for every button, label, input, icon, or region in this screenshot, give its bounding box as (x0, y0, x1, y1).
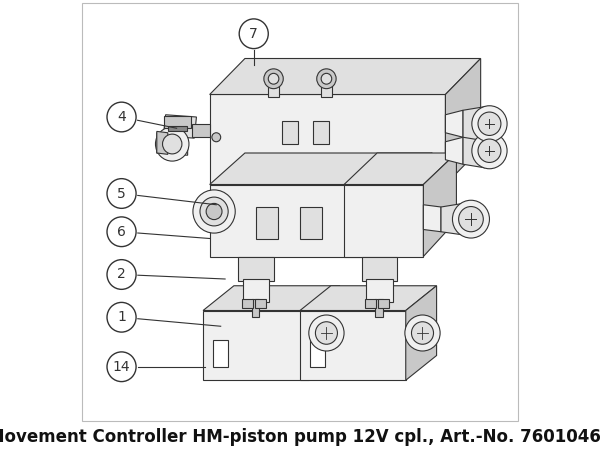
Polygon shape (309, 286, 340, 380)
Bar (209, 94, 445, 184)
Polygon shape (463, 134, 485, 168)
Polygon shape (397, 153, 432, 256)
Bar (379, 299, 389, 308)
Bar (366, 279, 392, 302)
Polygon shape (203, 286, 340, 310)
Polygon shape (209, 58, 481, 94)
Polygon shape (463, 107, 485, 141)
Bar (209, 202, 232, 220)
Bar (321, 79, 332, 97)
Bar (256, 207, 278, 238)
Bar (164, 116, 191, 128)
Circle shape (264, 69, 283, 89)
Bar (238, 256, 274, 281)
Polygon shape (445, 58, 481, 184)
Bar (209, 184, 397, 256)
Polygon shape (406, 286, 437, 380)
Circle shape (458, 207, 483, 232)
Text: Movement Controller HM-piston pump 12V cpl., Art.-No. 76010460: Movement Controller HM-piston pump 12V c… (0, 428, 600, 446)
Bar (310, 340, 325, 367)
Polygon shape (209, 153, 432, 184)
Bar (251, 299, 259, 317)
Circle shape (239, 19, 268, 49)
Circle shape (405, 315, 440, 351)
Polygon shape (424, 153, 457, 256)
Circle shape (163, 134, 182, 154)
Polygon shape (445, 110, 463, 137)
Polygon shape (163, 115, 196, 138)
Bar (283, 122, 298, 144)
Text: 14: 14 (113, 360, 130, 374)
Circle shape (193, 190, 235, 233)
Circle shape (321, 73, 332, 84)
Polygon shape (424, 205, 441, 232)
Bar (344, 184, 424, 256)
Circle shape (472, 106, 507, 142)
Circle shape (107, 260, 136, 289)
Polygon shape (441, 203, 463, 235)
Bar (243, 279, 269, 302)
Bar (300, 310, 406, 380)
Bar (300, 207, 322, 238)
Polygon shape (300, 286, 437, 310)
Bar (242, 299, 253, 308)
Circle shape (478, 139, 501, 162)
Circle shape (268, 73, 279, 84)
Polygon shape (445, 137, 463, 164)
Bar (313, 122, 329, 144)
Circle shape (317, 69, 336, 89)
Bar (375, 299, 383, 317)
Circle shape (316, 322, 337, 344)
Text: 4: 4 (117, 110, 126, 124)
Bar (365, 299, 376, 308)
Circle shape (107, 102, 136, 132)
Bar (213, 340, 228, 367)
Circle shape (107, 352, 136, 382)
Bar (268, 79, 279, 97)
Text: 2: 2 (117, 267, 126, 282)
Circle shape (107, 179, 136, 208)
Circle shape (107, 302, 136, 332)
Polygon shape (157, 131, 168, 154)
Bar (168, 126, 187, 130)
Circle shape (155, 127, 189, 161)
Bar (192, 124, 209, 137)
Text: 5: 5 (117, 186, 126, 201)
Text: 7: 7 (250, 27, 258, 41)
Text: 1: 1 (117, 310, 126, 324)
Circle shape (212, 133, 221, 142)
Polygon shape (344, 153, 457, 184)
Circle shape (309, 315, 344, 351)
Bar (362, 256, 397, 281)
Bar (203, 310, 309, 380)
Circle shape (206, 203, 222, 220)
Text: 6: 6 (117, 225, 126, 239)
Circle shape (472, 133, 507, 169)
Polygon shape (157, 133, 188, 155)
Circle shape (412, 322, 434, 344)
Bar (255, 299, 266, 308)
Circle shape (107, 217, 136, 247)
Circle shape (200, 197, 228, 226)
Circle shape (452, 200, 490, 238)
Circle shape (478, 112, 501, 135)
